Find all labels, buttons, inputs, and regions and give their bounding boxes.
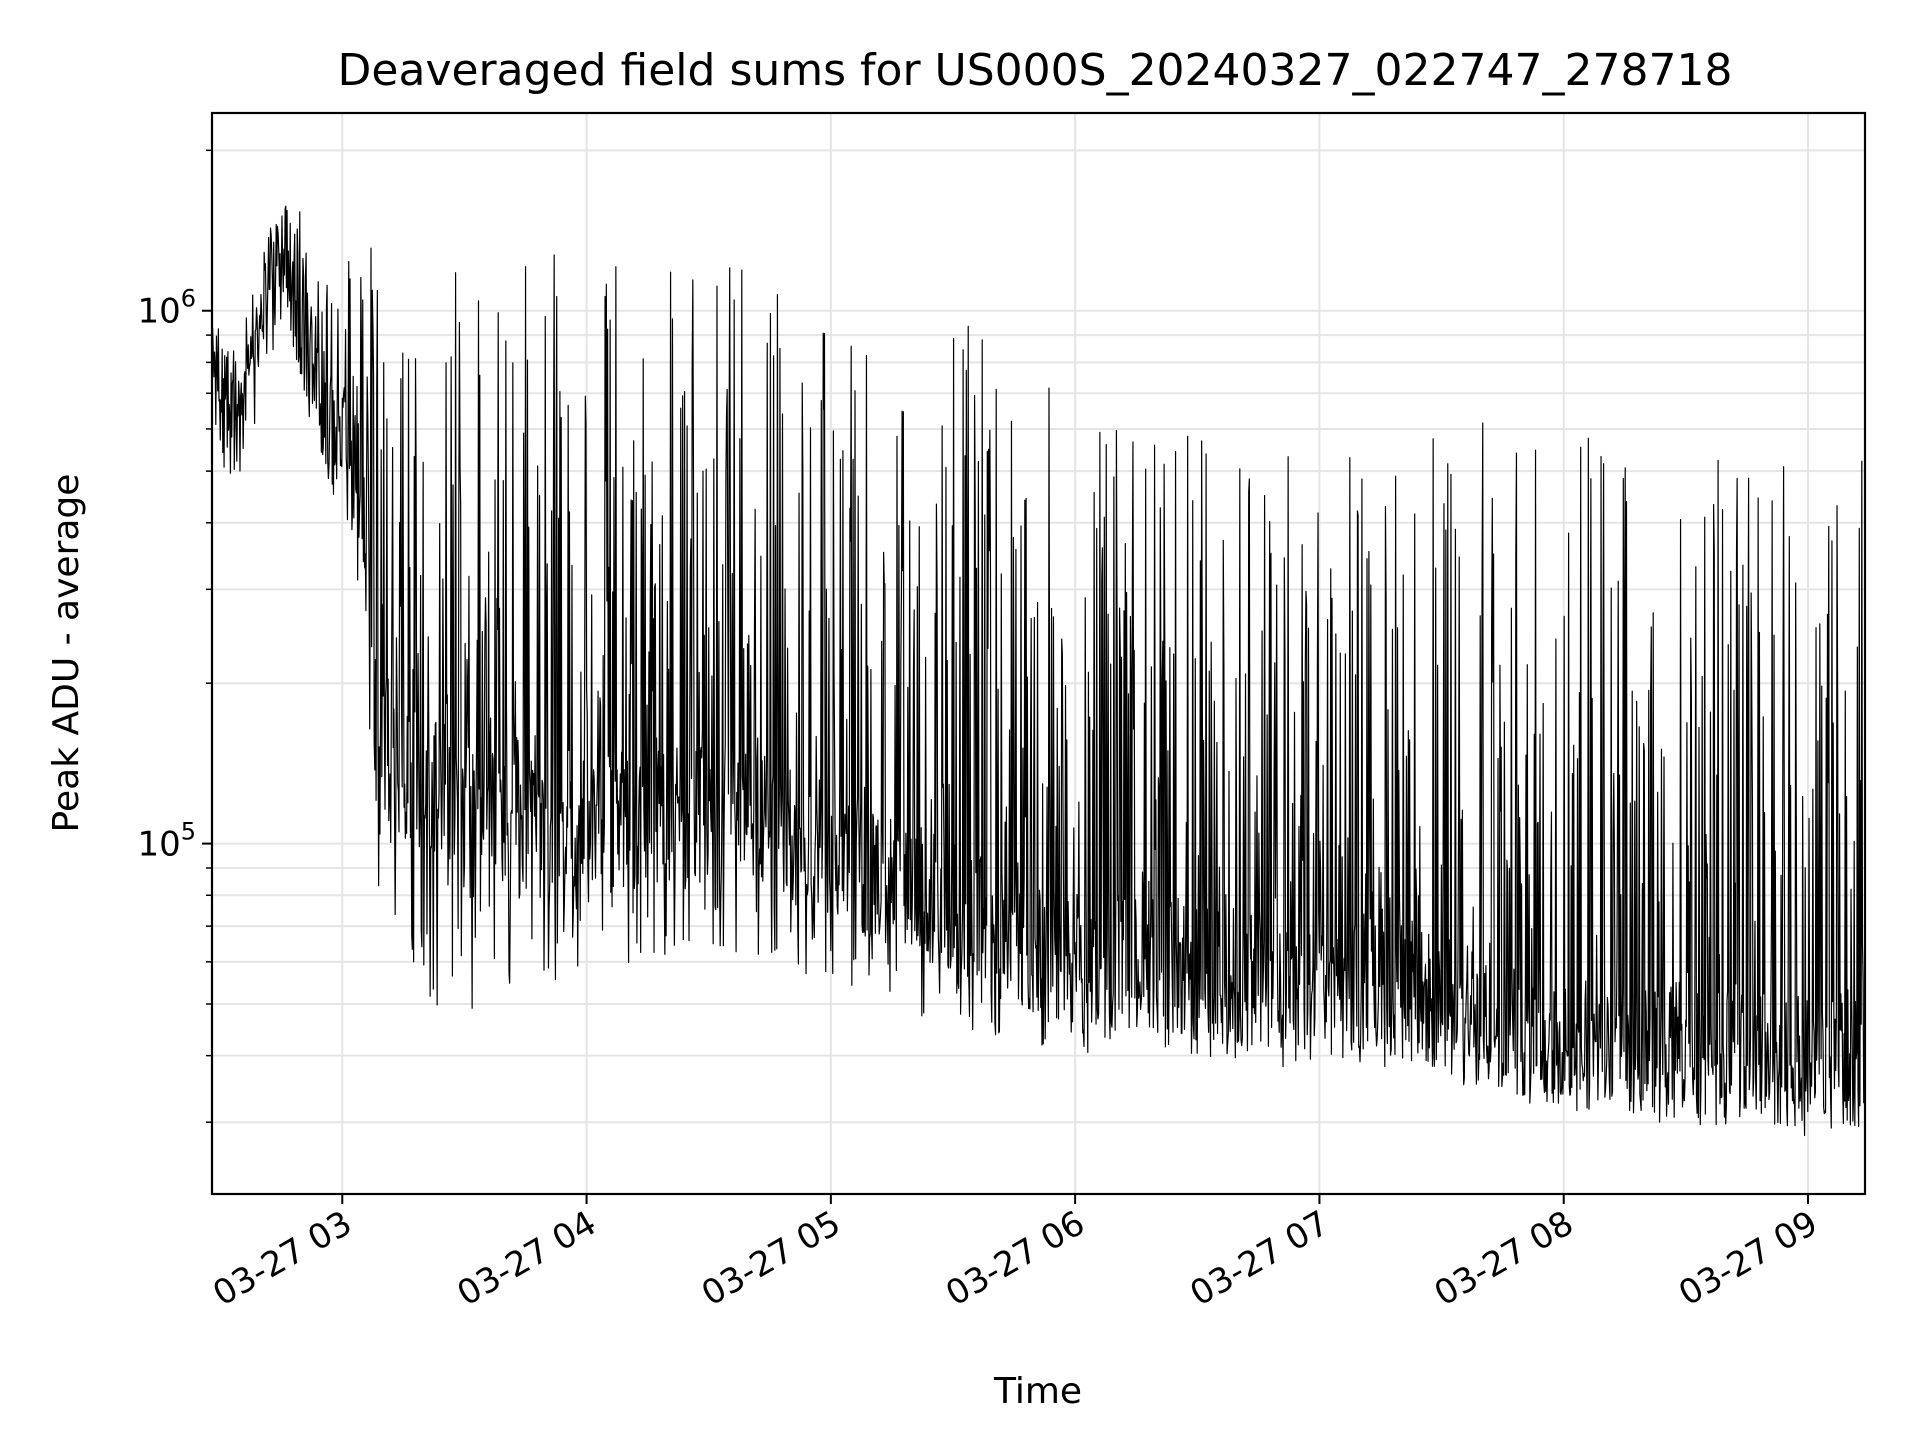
y-tick-label: 105 — [137, 818, 196, 865]
data-series-line — [212, 205, 1865, 1137]
y-tick-label: 106 — [137, 285, 196, 332]
y-axis-label: Peak ADU - average — [46, 474, 87, 833]
plot-frame — [210, 111, 1867, 1196]
x-axis-label: Time — [993, 1371, 1082, 1412]
grid — [212, 113, 1865, 1194]
chart-title: Deaveraged field sums for US000S_2024032… — [338, 45, 1733, 96]
